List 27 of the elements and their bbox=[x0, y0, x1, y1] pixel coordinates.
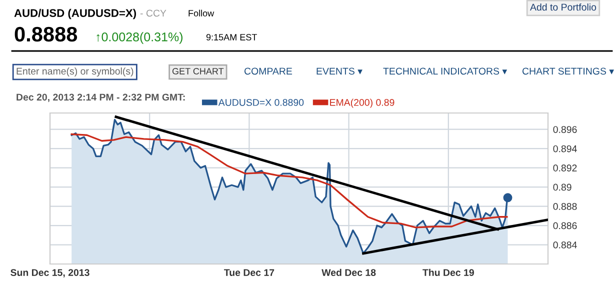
y-tick-label: 0.894 bbox=[553, 145, 577, 152]
text: TECHNICAL INDICATORS ▾ bbox=[383, 68, 508, 75]
text: ↑0.0028(0.31%) bbox=[96, 32, 182, 44]
y-tick-label: 0.888 bbox=[553, 203, 577, 210]
chart-subtitle: 0.8888 bbox=[14, 26, 78, 42]
x-tick-label: Tue Dec 17 bbox=[224, 269, 274, 276]
y-tick-label: 0.896 bbox=[553, 126, 577, 133]
text: - CCY bbox=[140, 10, 166, 17]
text: EVENTS ▾ bbox=[316, 68, 362, 75]
text: COMPARE bbox=[244, 68, 292, 75]
text: GET CHART bbox=[172, 68, 224, 74]
text: Enter name(s) or symbol(s) bbox=[16, 67, 134, 77]
legend-title: Dec 20, 2013 2:14 PM - 2:32 PM GMT: bbox=[16, 94, 185, 102]
x-tick-label: Thu Dec 19 bbox=[422, 268, 474, 276]
text: Follow bbox=[188, 10, 214, 16]
y-tick-label: 0.886 bbox=[553, 222, 577, 230]
text: 9:15AM EST bbox=[206, 34, 257, 40]
x-tick-label: Sun Dec 15, 2013 bbox=[10, 269, 90, 278]
legend-label: EMA(200) 0.89 bbox=[330, 98, 394, 108]
y-tick-label: 0.89 bbox=[553, 184, 572, 191]
text: Add to Portfolio bbox=[530, 3, 596, 11]
x-tick-label: Wed Dec 18 bbox=[322, 268, 376, 276]
y-tick-label: 0.884 bbox=[553, 242, 577, 248]
y-tick-label: 0.892 bbox=[553, 164, 577, 172]
text: CHART SETTINGS ▾ bbox=[522, 68, 614, 75]
chart-title: AUD/USD (AUDUSD=X) bbox=[14, 8, 136, 20]
legend-label: AUDUSD=X 0.8890 bbox=[218, 99, 304, 106]
